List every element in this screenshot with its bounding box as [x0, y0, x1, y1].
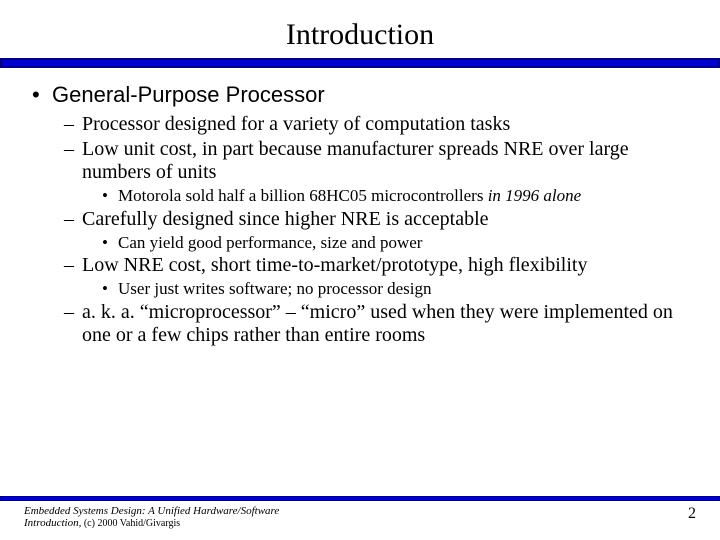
bullet-l2: Low NRE cost, short time-to-market/proto… — [64, 254, 696, 277]
footer-left: Embedded Systems Design: A Unified Hardw… — [24, 505, 284, 530]
bullet-text: User just writes software; no processor … — [118, 279, 432, 298]
bullet-l2: a. k. a. “microprocessor” – “micro” used… — [64, 301, 696, 347]
bullet-text: Motorola sold half a billion 68HC05 micr… — [118, 186, 488, 205]
title-rule — [0, 58, 720, 68]
footer-copyright: (c) 2000 Vahid/Givargis — [81, 518, 180, 529]
slide-footer: Embedded Systems Design: A Unified Hardw… — [0, 496, 720, 530]
bullet-text: Low unit cost, in part because manufactu… — [82, 138, 629, 183]
bullet-l2: Low unit cost, in part because manufactu… — [64, 138, 696, 184]
bullet-l2: Carefully designed since higher NRE is a… — [64, 208, 696, 231]
bullet-text: Low NRE cost, short time-to-market/proto… — [82, 254, 587, 276]
bullet-l2: Processor designed for a variety of comp… — [64, 113, 696, 136]
page-number: 2 — [688, 505, 696, 523]
bullet-l3: Motorola sold half a billion 68HC05 micr… — [102, 186, 696, 206]
bullet-text: Processor designed for a variety of comp… — [82, 113, 510, 135]
footer-row: Embedded Systems Design: A Unified Hardw… — [24, 505, 696, 530]
slide-content: General-Purpose Processor Processor desi… — [24, 82, 696, 540]
footer-rule — [0, 496, 720, 501]
bullet-l1: General-Purpose Processor — [32, 82, 696, 107]
bullet-text: General-Purpose Processor — [52, 82, 325, 107]
bullet-l3: User just writes software; no processor … — [102, 279, 696, 299]
bullet-text: a. k. a. “microprocessor” – “micro” used… — [82, 301, 673, 346]
bullet-text-italic: in 1996 alone — [488, 186, 582, 205]
slide-title: Introduction — [24, 18, 696, 52]
bullet-l3: Can yield good performance, size and pow… — [102, 233, 696, 253]
slide: Introduction General-Purpose Processor P… — [0, 0, 720, 540]
bullet-text: Carefully designed since higher NRE is a… — [82, 208, 489, 230]
bullet-text: Can yield good performance, size and pow… — [118, 233, 422, 252]
